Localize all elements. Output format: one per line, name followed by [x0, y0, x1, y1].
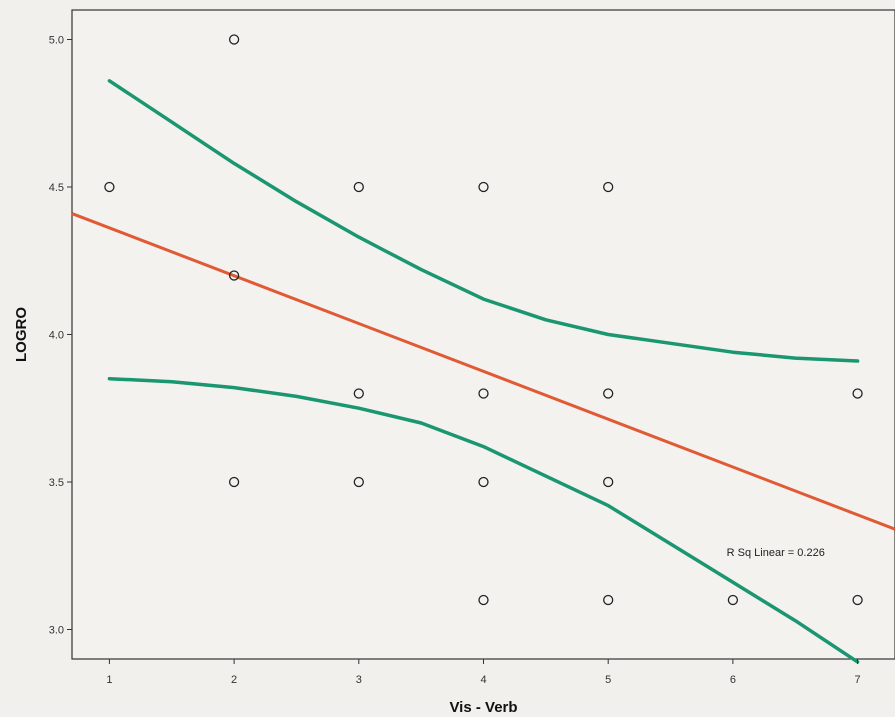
- x-tick-label: 2: [231, 674, 237, 686]
- x-tick-label: 4: [480, 674, 486, 686]
- y-tick-label: 4.5: [49, 182, 64, 194]
- y-axis-title: LOGRO: [13, 307, 30, 362]
- y-axis: 3.0 3.5 4.0 4.5 5.0: [49, 35, 72, 637]
- plot-area: [71, 9, 895, 664]
- data-point: [603, 388, 614, 399]
- x-tick-label: 6: [730, 674, 736, 686]
- linear-fit-line: [71, 212, 895, 531]
- data-point: [852, 594, 863, 606]
- data-point: [478, 388, 489, 399]
- x-axis-title: Vis - Verb: [449, 699, 517, 716]
- data-point: [478, 594, 489, 606]
- plot-frame: [71, 9, 895, 660]
- data-point: [104, 181, 115, 193]
- data-point: [228, 34, 240, 45]
- data-point: [603, 594, 614, 606]
- x-tick-label: 7: [855, 674, 861, 686]
- data-point: [353, 476, 364, 488]
- data-point: [353, 181, 364, 193]
- data-point: [603, 181, 614, 193]
- data-point: [353, 388, 364, 399]
- y-tick-label: 3.0: [49, 625, 64, 637]
- data-point: [603, 476, 614, 488]
- x-tick-label: 3: [356, 674, 362, 686]
- data-point: [727, 594, 739, 606]
- data-point: [478, 476, 489, 488]
- y-tick-label: 5.0: [49, 35, 64, 47]
- data-point: [478, 181, 489, 193]
- x-tick-label: 5: [605, 674, 611, 686]
- r-squared-annotation: R Sq Linear = 0.226: [727, 547, 825, 559]
- x-tick-label: 1: [106, 674, 112, 686]
- x-axis: 1 2 3 4 5 6 7: [106, 659, 861, 686]
- y-tick-label: 4.0: [49, 330, 64, 342]
- upper-confidence-band: [107, 79, 860, 363]
- data-point: [852, 388, 863, 399]
- y-tick-label: 3.5: [49, 477, 64, 489]
- lower-confidence-band: [107, 376, 860, 664]
- data-point: [228, 270, 240, 281]
- data-point: [228, 476, 240, 488]
